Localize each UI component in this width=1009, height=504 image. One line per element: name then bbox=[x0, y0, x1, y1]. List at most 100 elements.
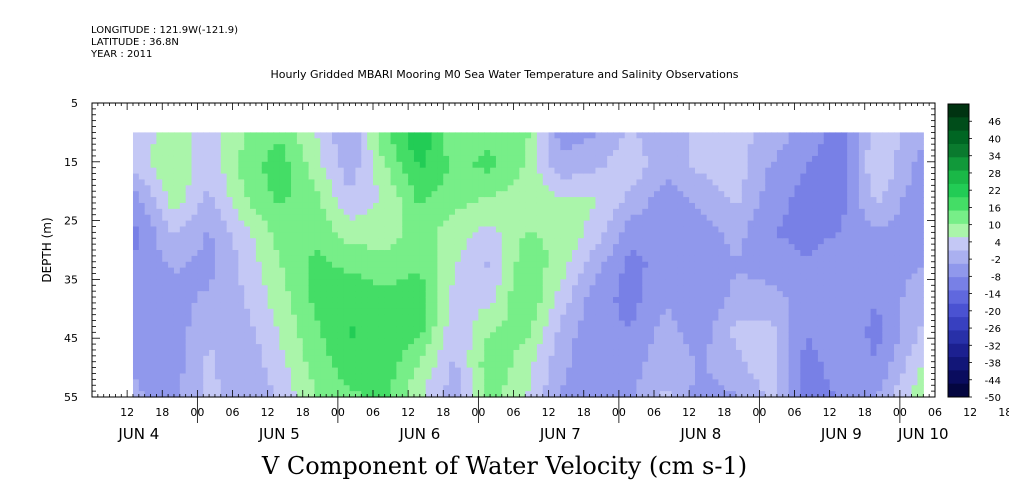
heatmap-cell bbox=[507, 273, 515, 280]
heatmap-cell bbox=[665, 191, 673, 198]
heatmap-cell bbox=[361, 267, 368, 275]
heatmap-cell bbox=[255, 261, 263, 269]
heatmap-cell bbox=[642, 155, 649, 163]
heatmap-cell bbox=[449, 320, 456, 328]
heatmap-cell bbox=[484, 155, 491, 163]
heatmap-cell bbox=[718, 185, 725, 192]
heatmap-cell bbox=[214, 267, 222, 275]
heatmap-cell bbox=[577, 214, 585, 222]
heatmap-cell bbox=[654, 279, 661, 286]
heatmap-cell bbox=[425, 144, 433, 151]
heatmap-cell bbox=[390, 191, 398, 198]
heatmap-cell bbox=[536, 226, 544, 233]
heatmap-cell bbox=[337, 314, 345, 322]
heatmap-cell bbox=[255, 255, 263, 263]
heatmap-cell bbox=[472, 138, 479, 145]
heatmap-cell bbox=[425, 138, 433, 145]
heatmap-cell bbox=[607, 173, 614, 181]
heatmap-cell bbox=[478, 385, 485, 392]
heatmap-cell bbox=[460, 349, 468, 357]
heatmap-cell bbox=[771, 326, 778, 333]
heatmap-cell bbox=[501, 185, 509, 192]
heatmap-cell bbox=[138, 179, 146, 186]
heatmap-cell bbox=[308, 308, 316, 316]
heatmap-cell bbox=[613, 202, 620, 210]
heatmap-cell bbox=[735, 197, 743, 204]
heatmap-cell bbox=[302, 320, 310, 328]
heatmap-cell bbox=[326, 214, 333, 222]
heatmap-cell bbox=[413, 367, 421, 375]
heatmap-cell bbox=[173, 197, 181, 204]
heatmap-cell bbox=[408, 208, 415, 216]
heatmap-cell bbox=[144, 150, 152, 157]
heatmap-cell bbox=[361, 202, 368, 210]
heatmap-cell bbox=[454, 379, 462, 386]
heatmap-cell bbox=[267, 155, 275, 163]
heatmap-cell bbox=[261, 308, 269, 316]
heatmap-cell bbox=[320, 191, 327, 198]
heatmap-cell bbox=[314, 344, 321, 351]
heatmap-cell bbox=[408, 179, 415, 186]
heatmap-cell bbox=[162, 349, 169, 357]
heatmap-cell bbox=[431, 150, 438, 157]
heatmap-cell bbox=[355, 261, 362, 269]
heatmap-cell bbox=[607, 320, 614, 328]
heatmap-cell bbox=[548, 220, 556, 228]
heatmap-cell bbox=[519, 150, 526, 157]
heatmap-cell bbox=[384, 244, 392, 251]
heatmap-cell bbox=[513, 161, 520, 169]
heatmap-cell bbox=[144, 250, 152, 257]
heatmap-cell bbox=[747, 314, 755, 322]
heatmap-cell bbox=[636, 214, 643, 222]
heatmap-cell bbox=[279, 308, 286, 316]
heatmap-cell bbox=[162, 291, 169, 298]
heatmap-cell bbox=[490, 338, 497, 345]
heatmap-cell bbox=[337, 355, 345, 363]
heatmap-cell bbox=[642, 202, 649, 210]
heatmap-cell bbox=[378, 297, 386, 304]
heatmap-cell bbox=[577, 361, 585, 369]
heatmap-cell bbox=[179, 244, 187, 251]
heatmap-cell bbox=[566, 150, 573, 157]
heatmap-cell bbox=[624, 214, 632, 222]
heatmap-cell bbox=[408, 379, 415, 386]
heatmap-cell bbox=[261, 255, 269, 263]
heatmap-cell bbox=[267, 367, 275, 375]
heatmap-cell bbox=[168, 373, 175, 380]
heatmap-cell bbox=[419, 279, 427, 286]
heatmap-cell bbox=[554, 161, 561, 169]
heatmap-cell bbox=[642, 214, 649, 222]
heatmap-cell bbox=[466, 144, 474, 151]
heatmap-cell bbox=[378, 367, 386, 375]
heatmap-cell bbox=[443, 267, 450, 275]
heatmap-cell bbox=[191, 367, 198, 375]
heatmap-cell bbox=[624, 173, 632, 181]
heatmap-cell bbox=[741, 138, 749, 145]
heatmap-cell bbox=[677, 367, 684, 375]
heatmap-cell bbox=[320, 314, 327, 322]
heatmap-cell bbox=[776, 308, 784, 316]
heatmap-cell bbox=[267, 226, 275, 233]
heatmap-cell bbox=[741, 273, 749, 280]
heatmap-cell bbox=[525, 232, 532, 239]
heatmap-cell bbox=[238, 291, 245, 298]
heatmap-cell bbox=[150, 161, 157, 169]
heatmap-cell bbox=[449, 308, 456, 316]
heatmap-cell bbox=[759, 279, 766, 286]
heatmap-cell bbox=[642, 273, 649, 280]
heatmap-cell bbox=[636, 338, 643, 345]
heatmap-cell bbox=[185, 338, 193, 345]
heatmap-cell bbox=[548, 208, 556, 216]
heatmap-cell bbox=[595, 208, 602, 216]
heatmap-cell bbox=[343, 232, 351, 239]
heatmap-cell bbox=[694, 185, 702, 192]
heatmap-cell bbox=[384, 179, 392, 186]
heatmap-cell bbox=[308, 150, 316, 157]
heatmap-cell bbox=[665, 391, 673, 398]
heatmap-cell bbox=[332, 138, 339, 145]
heatmap-cell bbox=[771, 173, 778, 181]
heatmap-cell bbox=[343, 391, 351, 398]
heatmap-cell bbox=[179, 138, 187, 145]
heatmap-cell bbox=[560, 314, 567, 322]
heatmap-cell bbox=[314, 155, 321, 163]
